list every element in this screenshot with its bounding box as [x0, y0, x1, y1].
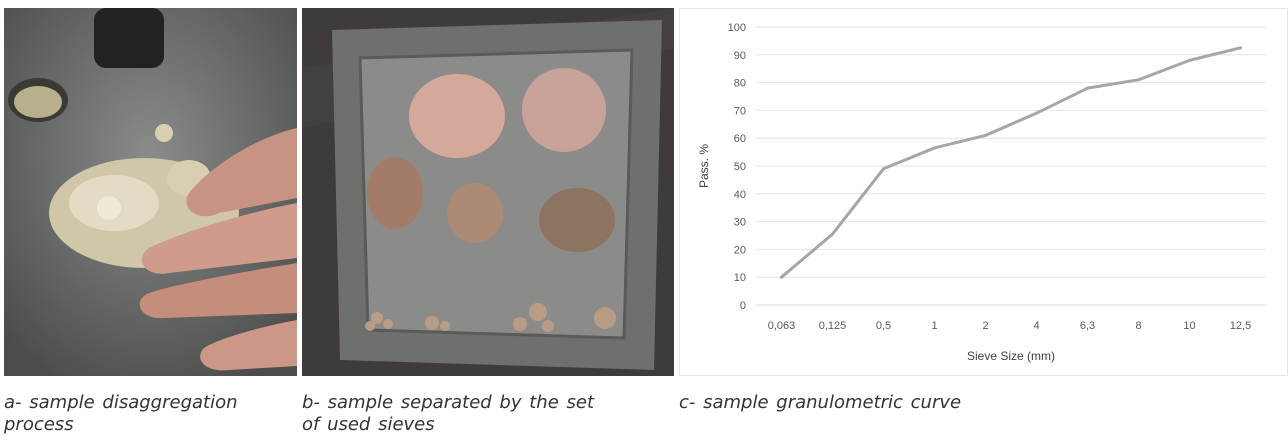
data-point: [933, 146, 936, 150]
x-tick-label: 1: [931, 320, 937, 332]
data-point: [780, 275, 783, 279]
x-tick-label: 12,5: [1230, 320, 1251, 332]
y-tick-label: 40: [734, 189, 746, 201]
y-tick-label: 60: [734, 133, 746, 145]
caption-c: c- sample granulometric curve: [679, 392, 962, 413]
y-tick-label: 20: [734, 244, 746, 256]
data-point: [1086, 86, 1089, 90]
y-tick-label: 30: [734, 217, 746, 229]
x-tick-label: 2: [982, 320, 988, 332]
y-tick-label: 90: [734, 50, 746, 62]
granulometric-chart: 0 10 20 30 40 50 60 70 80 90 100 0,063 0,125 0,5 1 2 4 6,…: [679, 8, 1288, 376]
data-point: [1239, 46, 1242, 50]
x-tick-label: 0,5: [876, 320, 891, 332]
x-tick-label: 8: [1135, 320, 1141, 332]
y-tick-label: 70: [734, 105, 746, 117]
photo-sieve-fractions: [302, 8, 674, 376]
y-tick-label: 50: [734, 161, 746, 173]
data-point: [1188, 58, 1191, 62]
y-tick-label: 0: [740, 300, 746, 312]
chart-canvas: 0 10 20 30 40 50 60 70 80 90 100 0,063 0,125 0,5 1 2 4 6,…: [697, 22, 1266, 363]
data-point: [1035, 111, 1038, 115]
x-tick-label: 0,125: [819, 320, 847, 332]
x-tick-label: 0,063: [768, 320, 796, 332]
x-axis-title: Sieve Size (mm): [967, 349, 1055, 363]
x-tick-label: 4: [1033, 320, 1039, 332]
y-axis-title: Pass. %: [697, 144, 711, 188]
y-tick-label: 10: [734, 272, 746, 284]
data-point: [882, 167, 885, 171]
y-tick-label: 100: [728, 22, 746, 34]
data-point: [831, 232, 834, 236]
data-point: [1137, 78, 1140, 82]
x-tick-label: 6,3: [1080, 320, 1095, 332]
series-line: [780, 46, 1242, 279]
x-tick-label: 10: [1183, 320, 1195, 332]
data-point: [984, 133, 987, 137]
y-tick-label: 80: [734, 78, 746, 90]
caption-a: a- sample disaggregation process: [4, 392, 238, 435]
photo-disaggregation: [4, 8, 297, 376]
caption-b: b- sample separated by the set of used s…: [302, 392, 594, 435]
